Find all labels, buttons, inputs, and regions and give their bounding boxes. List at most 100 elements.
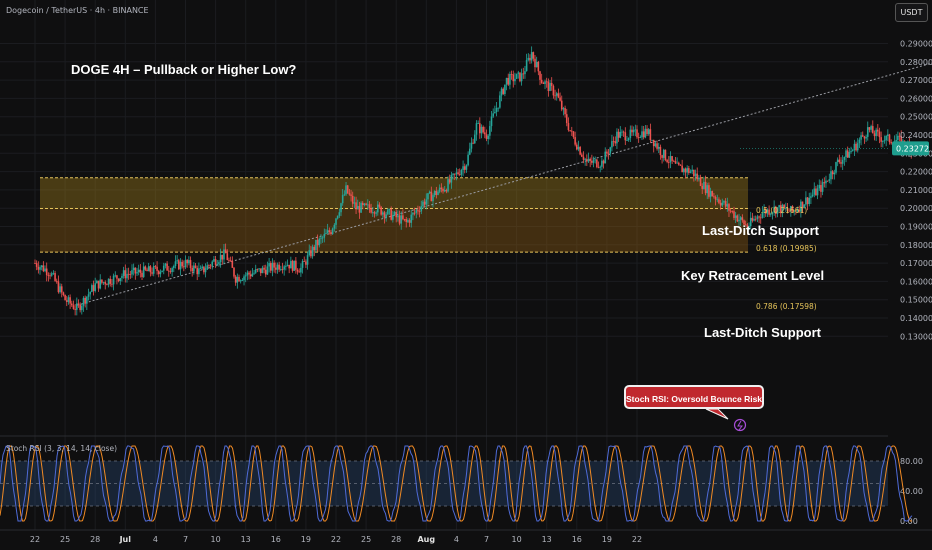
candle-up (587, 158, 590, 162)
fib-label-0.786: 0.786 (0.17598) (756, 302, 817, 311)
candle-up (654, 143, 657, 147)
candle-down (502, 88, 505, 94)
candle-down (169, 271, 172, 273)
candle-down (704, 181, 707, 194)
candle-down (485, 134, 488, 139)
candle-up (336, 215, 339, 219)
candle-down (542, 82, 545, 84)
candle-up (766, 209, 769, 214)
price-tick-label: 0.19000 (900, 223, 932, 232)
candle-down (346, 185, 349, 194)
candle-down (780, 205, 782, 214)
candle-down (574, 137, 576, 145)
candle-up (494, 112, 496, 114)
candle-down (328, 230, 331, 233)
candle-up (432, 195, 434, 202)
candle-up (866, 127, 869, 137)
candle-up (407, 220, 409, 222)
candle-up (803, 204, 806, 209)
candle-up (535, 61, 538, 68)
candle-up (184, 259, 187, 268)
candle-down (759, 217, 762, 219)
candle-up (821, 182, 824, 192)
candle-up (188, 260, 190, 264)
candle-down (547, 81, 550, 91)
candle-up (773, 206, 775, 213)
candle-up (492, 113, 494, 117)
candle-down (84, 297, 86, 304)
candle-down (417, 210, 419, 212)
candle-up (211, 261, 214, 266)
candle-up (393, 211, 396, 215)
candle-down (659, 146, 662, 156)
candle-up (739, 217, 742, 220)
candle-down (60, 286, 63, 293)
candle-down (72, 305, 75, 309)
candle-up (525, 59, 528, 72)
candle-up (258, 268, 260, 270)
candle-down (448, 179, 451, 183)
candle-down (178, 260, 180, 270)
candle-up (254, 269, 257, 273)
candle-down (183, 266, 185, 268)
candle-up (326, 230, 329, 233)
time-axis[interactable]: 22 25 28 Jul 4 7 10 13 16 19 22 25 28 Aug 4 7 10 13 16 19 22 (0, 529, 932, 544)
price-tick-label: 0.29000 (900, 40, 932, 49)
candle-up (810, 196, 812, 198)
candle-up (112, 275, 115, 285)
candle-up (415, 210, 418, 213)
candle-down (139, 269, 142, 273)
candle-down (612, 141, 615, 142)
candle-up (164, 263, 167, 266)
candle-down (209, 265, 212, 267)
candle-down (151, 272, 153, 274)
candle-down (838, 159, 841, 163)
candle-down (350, 194, 352, 196)
candle-up (796, 209, 799, 212)
candle-up (738, 219, 740, 222)
candle-up (392, 214, 394, 220)
candle-up (669, 156, 672, 163)
candle-down (550, 82, 553, 86)
time-tick-label: Jul (119, 535, 132, 544)
chart-title: DOGE 4H – Pullback or Higher Low? (71, 62, 297, 77)
candle-down (97, 280, 100, 289)
candle-down (823, 182, 826, 184)
candle-down (758, 216, 760, 218)
candle-up (514, 78, 516, 82)
price-axis[interactable]: 0.29000 0.28000 0.27000 0.26000 0.25000 0.240… (900, 40, 932, 342)
candle-up (266, 266, 269, 275)
candle-down (295, 260, 297, 270)
candle-up (290, 260, 292, 269)
candle-down (696, 173, 698, 180)
candle-down (101, 279, 103, 283)
candle-up (830, 171, 832, 180)
candle-down (607, 153, 610, 155)
price-tick-label: 0.13000 (900, 332, 932, 341)
candle-down (79, 304, 81, 311)
candle-down (291, 260, 294, 271)
price-tick-label: 0.15000 (900, 296, 932, 305)
candle-up (223, 249, 225, 260)
candle-up (300, 267, 302, 273)
candle-up (487, 135, 489, 139)
candle-up (246, 272, 249, 276)
candle-up (627, 138, 630, 141)
candle-down (54, 273, 56, 281)
candle-up (505, 77, 508, 85)
time-tick-label: 25 (60, 535, 70, 544)
candle-up (604, 151, 607, 164)
candle-down (49, 275, 51, 277)
candle-up (152, 266, 155, 274)
candle-down (846, 150, 849, 158)
candle-up (236, 276, 239, 283)
candle-up (555, 93, 558, 96)
candle-down (783, 204, 785, 209)
candle-down (445, 189, 448, 192)
candle-up (698, 177, 700, 180)
currency-button[interactable]: USDT (895, 3, 928, 22)
candle-up (132, 267, 135, 271)
candle-up (694, 173, 697, 177)
candle-down (576, 144, 578, 150)
